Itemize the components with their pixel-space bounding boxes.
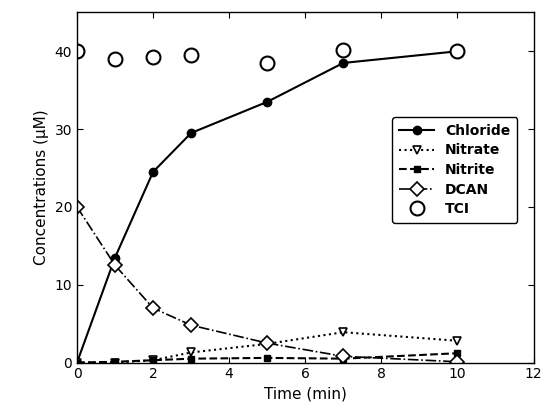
TCI	[454, 49, 461, 54]
Nitrite	[454, 351, 461, 356]
Nitrite	[74, 360, 80, 365]
Legend: Chloride, Nitrate, Nitrite, DCAN, TCI: Chloride, Nitrate, Nitrite, DCAN, TCI	[393, 117, 518, 223]
X-axis label: Time (min): Time (min)	[264, 387, 346, 402]
Chloride	[112, 255, 118, 260]
Chloride	[150, 169, 156, 174]
Chloride	[188, 131, 195, 136]
Line: Nitrite: Nitrite	[74, 350, 461, 366]
Nitrate	[188, 350, 195, 355]
Nitrite	[264, 356, 271, 360]
DCAN	[74, 204, 80, 209]
DCAN	[112, 263, 118, 268]
Line: DCAN: DCAN	[72, 202, 463, 367]
Chloride	[454, 49, 461, 54]
TCI	[188, 53, 195, 58]
Chloride	[74, 360, 80, 365]
Chloride	[340, 61, 346, 66]
Line: TCI: TCI	[70, 43, 464, 70]
Nitrate	[74, 360, 80, 365]
Nitrate	[264, 342, 271, 346]
Y-axis label: Concentrations (μM): Concentrations (μM)	[34, 110, 49, 265]
Line: Nitrate: Nitrate	[73, 328, 461, 367]
Nitrate	[112, 360, 118, 365]
TCI	[74, 49, 80, 54]
DCAN	[264, 341, 271, 346]
DCAN	[150, 306, 156, 311]
Chloride	[264, 99, 271, 104]
DCAN	[454, 359, 461, 364]
TCI	[264, 61, 271, 66]
Nitrate	[454, 338, 461, 343]
Nitrite	[188, 356, 195, 361]
Nitrate	[150, 358, 156, 363]
Nitrite	[150, 358, 156, 363]
TCI	[150, 55, 156, 60]
DCAN	[188, 323, 195, 328]
Nitrite	[112, 359, 118, 364]
TCI	[340, 47, 346, 52]
DCAN	[340, 354, 346, 359]
Nitrate	[340, 330, 346, 335]
Line: Chloride: Chloride	[73, 47, 461, 367]
TCI	[112, 56, 118, 61]
Nitrite	[340, 356, 346, 361]
